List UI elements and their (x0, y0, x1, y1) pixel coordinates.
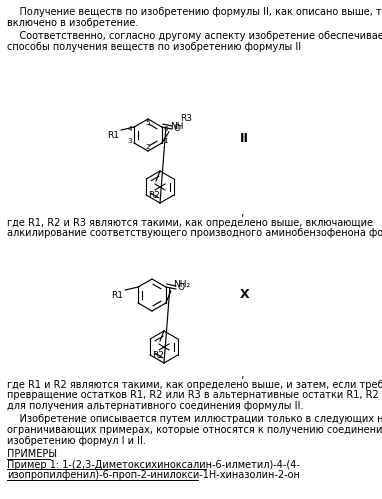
Text: изопропилфенил)-6-проп-2-инилокси-1Н-хиназолин-2-он: изопропилфенил)-6-проп-2-инилокси-1Н-хин… (7, 470, 300, 480)
Text: R2: R2 (148, 191, 160, 200)
Text: Изобретение описывается путем иллюстрации только в следующих не: Изобретение описывается путем иллюстраци… (7, 415, 382, 425)
Text: NH: NH (170, 122, 183, 131)
Text: X: X (240, 288, 249, 301)
Text: 4: 4 (128, 126, 132, 132)
Text: R2: R2 (152, 351, 164, 360)
Text: O: O (178, 283, 185, 292)
Text: ПРИМЕРЫ: ПРИМЕРЫ (7, 449, 57, 459)
Text: где R1 и R2 являются такими, как определено выше, и затем, если требуется,: где R1 и R2 являются такими, как определ… (7, 380, 382, 390)
Text: O: O (174, 123, 181, 133)
Text: алкилирование соответствующего производного аминобензофенона формулы X: алкилирование соответствующего производн… (7, 229, 382, 239)
Text: R3: R3 (180, 114, 192, 123)
Text: 6: 6 (163, 126, 168, 132)
Text: II: II (240, 132, 249, 145)
Text: 5: 5 (146, 120, 150, 126)
Text: превращение остатков R1, R2 или R3 в альтернативные остатки R1, R2 или R3: превращение остатков R1, R2 или R3 в аль… (7, 391, 382, 401)
Text: Получение веществ по изобретению формулы II, как описано выше, также: Получение веществ по изобретению формулы… (7, 7, 382, 17)
Text: R1: R1 (107, 131, 119, 140)
Text: ,: , (240, 208, 243, 218)
Text: Соответственно, согласно другому аспекту изобретение обеспечивает: Соответственно, согласно другому аспекту… (7, 31, 382, 41)
Text: ,: , (240, 370, 243, 380)
Text: NH₂: NH₂ (173, 280, 190, 289)
Text: 2: 2 (146, 144, 150, 150)
Text: для получения альтернативного соединения формулы II.: для получения альтернативного соединения… (7, 401, 303, 411)
Text: 3: 3 (128, 138, 132, 144)
Text: Пример 1: 1-(2,3-Диметоксихиноксалин-6-илметил)-4-(4-: Пример 1: 1-(2,3-Диметоксихиноксалин-6-и… (7, 460, 300, 470)
Text: где R1, R2 и R3 являются такими, как определено выше, включающие: где R1, R2 и R3 являются такими, как опр… (7, 218, 373, 228)
Text: включено в изобретение.: включено в изобретение. (7, 17, 138, 27)
Text: способы получения веществ по изобретению формулы II: способы получения веществ по изобретению… (7, 41, 301, 51)
Text: R1: R1 (111, 291, 123, 300)
Text: изобретению формул I и II.: изобретению формул I и II. (7, 436, 146, 446)
Text: ограничивающих примерах, которые относятся к получению соединений по: ограничивающих примерах, которые относят… (7, 425, 382, 435)
Text: 1: 1 (163, 138, 168, 144)
